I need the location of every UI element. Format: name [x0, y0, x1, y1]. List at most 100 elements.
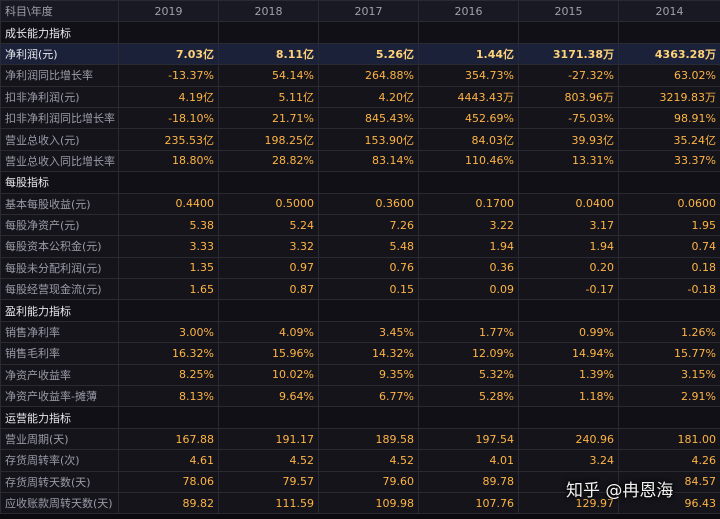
row-label: 净利润(元)	[0, 42, 119, 66]
value-cell: 96.43	[618, 491, 720, 515]
section-empty-cell	[318, 21, 419, 44]
value-cell: 4.19亿	[118, 85, 219, 108]
value-cell: 8.25%	[118, 363, 219, 387]
year-header[interactable]: 2017	[318, 0, 419, 23]
row-label: 每股资本公积金(元)	[0, 235, 119, 258]
table-row[interactable]: 净资产收益率 8.25% 10.02% 9.35% 5.32% 1.39% 3.15%	[0, 363, 720, 387]
value-cell: 129.97	[518, 491, 619, 515]
year-header[interactable]: 2016	[418, 0, 519, 23]
value-cell: 240.96	[518, 427, 619, 451]
section-empty-cell	[218, 299, 319, 322]
value-cell: 4.20亿	[318, 85, 419, 108]
value-cell: 14.94%	[518, 342, 619, 365]
value-cell: 3219.83万	[618, 85, 720, 108]
section-empty-cell	[418, 406, 519, 429]
table-row[interactable]: 应收账款周转天数(天) 89.82 111.59 109.98 107.76 129.97…	[0, 491, 720, 515]
value-cell: 13.31%	[518, 149, 619, 173]
value-cell: 0.15	[318, 278, 419, 301]
table-row[interactable]: 基本每股收益(元) 0.4400 0.5000 0.3600 0.1700 0.0400 0…	[0, 192, 720, 215]
row-label: 每股净资产(元)	[0, 213, 119, 237]
value-cell: 845.43%	[318, 106, 419, 130]
value-cell: 2.91%	[618, 385, 720, 408]
table-row[interactable]: 存货周转率(次) 4.61 4.52 4.52 4.01 3.24 4.26	[0, 449, 720, 472]
value-cell: 7.26	[318, 213, 419, 237]
value-cell: -18.10%	[118, 106, 219, 130]
value-cell	[518, 470, 619, 493]
value-cell: 4.01	[418, 449, 519, 472]
value-cell: 189.58	[318, 427, 419, 451]
value-cell: 89.78	[418, 470, 519, 493]
value-cell: 1.95	[618, 213, 720, 237]
value-cell: 235.53亿	[118, 128, 219, 151]
table-row[interactable]: 营业总收入同比增长率 18.80% 28.82% 83.14% 110.46% 13.31…	[0, 149, 720, 173]
row-label: 扣非净利润(元)	[0, 85, 119, 108]
value-cell: 0.97	[218, 256, 319, 280]
section-empty-cell	[518, 171, 619, 194]
year-header[interactable]: 2014	[618, 0, 720, 23]
table-row[interactable]: 扣非净利润同比增长率 -18.10% 21.71% 845.43% 452.69% -75…	[0, 106, 720, 130]
table-row[interactable]: 营业总收入(元) 235.53亿 198.25亿 153.90亿 84.03亿 39.93…	[0, 128, 720, 151]
value-cell: 9.35%	[318, 363, 419, 387]
value-cell: 4363.28万	[618, 42, 720, 66]
table-row[interactable]: 销售净利率 3.00% 4.09% 3.45% 1.77% 0.99% 1.26%	[0, 320, 720, 344]
section-header-row: 运营能力指标	[0, 406, 720, 429]
value-cell: 167.88	[118, 427, 219, 451]
section-empty-cell	[318, 171, 419, 194]
section-empty-cell	[318, 299, 419, 322]
value-cell: 54.14%	[218, 64, 319, 87]
value-cell: 5.24	[218, 213, 319, 237]
table-row[interactable]: 每股净资产(元) 5.38 5.24 7.26 3.22 3.17 1.95	[0, 213, 720, 237]
value-cell: 98.91%	[618, 106, 720, 130]
year-header[interactable]: 2018	[218, 0, 319, 23]
value-cell: 21.71%	[218, 106, 319, 130]
table-row[interactable]: 销售毛利率 16.32% 15.96% 14.32% 12.09% 14.94% 15.77…	[0, 342, 720, 365]
value-cell: 153.90亿	[318, 128, 419, 151]
table-row[interactable]: 净利润(元) 7.03亿 8.11亿 5.26亿 1.44亿 3171.38万 4363.2…	[0, 42, 720, 66]
section-title: 运营能力指标	[0, 406, 119, 429]
section-empty-cell	[618, 299, 720, 322]
year-header[interactable]: 2015	[518, 0, 619, 23]
row-label: 应收账款周转天数(天)	[0, 491, 119, 515]
year-header[interactable]: 2019	[118, 0, 219, 23]
section-empty-cell	[218, 21, 319, 44]
value-cell: 5.38	[118, 213, 219, 237]
value-cell: 111.59	[218, 491, 319, 515]
value-cell: 63.02%	[618, 64, 720, 87]
table-row[interactable]: 每股资本公积金(元) 3.33 3.32 5.48 1.94 1.94 0.74	[0, 235, 720, 258]
section-empty-cell	[118, 406, 219, 429]
value-cell: 7.03亿	[118, 42, 219, 66]
row-label: 净利润同比增长率	[0, 64, 119, 87]
section-header-row: 每股指标	[0, 171, 720, 194]
table-row[interactable]: 营业周期(天) 167.88 191.17 189.58 197.54 240.96 181…	[0, 427, 720, 451]
table-row[interactable]: 每股未分配利润(元) 1.35 0.97 0.76 0.36 0.20 0.18	[0, 256, 720, 280]
value-cell: 0.5000	[218, 192, 319, 215]
section-empty-cell	[518, 299, 619, 322]
section-empty-cell	[118, 171, 219, 194]
table-row[interactable]: 净资产收益率-摊薄 8.13% 9.64% 6.77% 5.28% 1.18% 2.91%	[0, 385, 720, 408]
value-cell: 197.54	[418, 427, 519, 451]
value-cell: 3.45%	[318, 320, 419, 344]
section-empty-cell	[418, 299, 519, 322]
value-cell: 15.77%	[618, 342, 720, 365]
table-row[interactable]: 净利润同比增长率 -13.37% 54.14% 264.88% 354.73% -27.3…	[0, 64, 720, 87]
table-row[interactable]: 每股经营现金流(元) 1.65 0.87 0.15 0.09 -0.17 -0.18	[0, 278, 720, 301]
table-row[interactable]: 扣非净利润(元) 4.19亿 5.11亿 4.20亿 4443.43万 803.96万 32…	[0, 85, 720, 108]
value-cell: 0.74	[618, 235, 720, 258]
value-cell: 10.02%	[218, 363, 319, 387]
row-label: 营业总收入(元)	[0, 128, 119, 151]
value-cell: 18.80%	[118, 149, 219, 173]
value-cell: 12.09%	[418, 342, 519, 365]
value-cell: -13.37%	[118, 64, 219, 87]
row-label: 营业周期(天)	[0, 427, 119, 451]
section-title: 成长能力指标	[0, 21, 119, 44]
value-cell: 1.26%	[618, 320, 720, 344]
header-label: 科目\年度	[0, 0, 119, 23]
section-empty-cell	[618, 406, 720, 429]
value-cell: 1.94	[418, 235, 519, 258]
value-cell: 0.87	[218, 278, 319, 301]
section-header-row: 成长能力指标	[0, 21, 720, 44]
row-label: 销售净利率	[0, 320, 119, 344]
value-cell: 79.57	[218, 470, 319, 493]
value-cell: 3171.38万	[518, 42, 619, 66]
value-cell: 181.00	[618, 427, 720, 451]
